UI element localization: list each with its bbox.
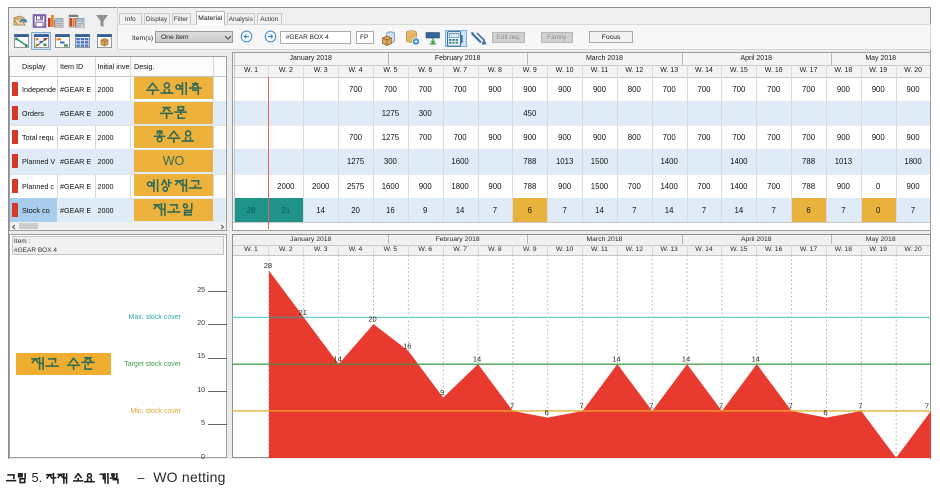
svg-text:7: 7 <box>718 401 722 410</box>
svg-text:28: 28 <box>263 261 271 270</box>
svg-text:14: 14 <box>333 355 341 364</box>
svg-text:21: 21 <box>298 308 306 317</box>
svg-text:7: 7 <box>649 401 653 410</box>
svg-text:7: 7 <box>579 401 583 410</box>
svg-text:14: 14 <box>612 355 620 364</box>
svg-text:6: 6 <box>823 408 827 417</box>
svg-text:9: 9 <box>440 388 444 397</box>
svg-text:6: 6 <box>544 408 548 417</box>
svg-text:7: 7 <box>509 401 513 410</box>
svg-text:7: 7 <box>788 401 792 410</box>
svg-text:7: 7 <box>924 401 928 410</box>
svg-text:14: 14 <box>472 355 480 364</box>
svg-text:14: 14 <box>681 355 689 364</box>
svg-text:7: 7 <box>858 401 862 410</box>
svg-text:16: 16 <box>403 341 411 350</box>
svg-text:20: 20 <box>368 315 376 324</box>
svg-text:14: 14 <box>751 355 759 364</box>
